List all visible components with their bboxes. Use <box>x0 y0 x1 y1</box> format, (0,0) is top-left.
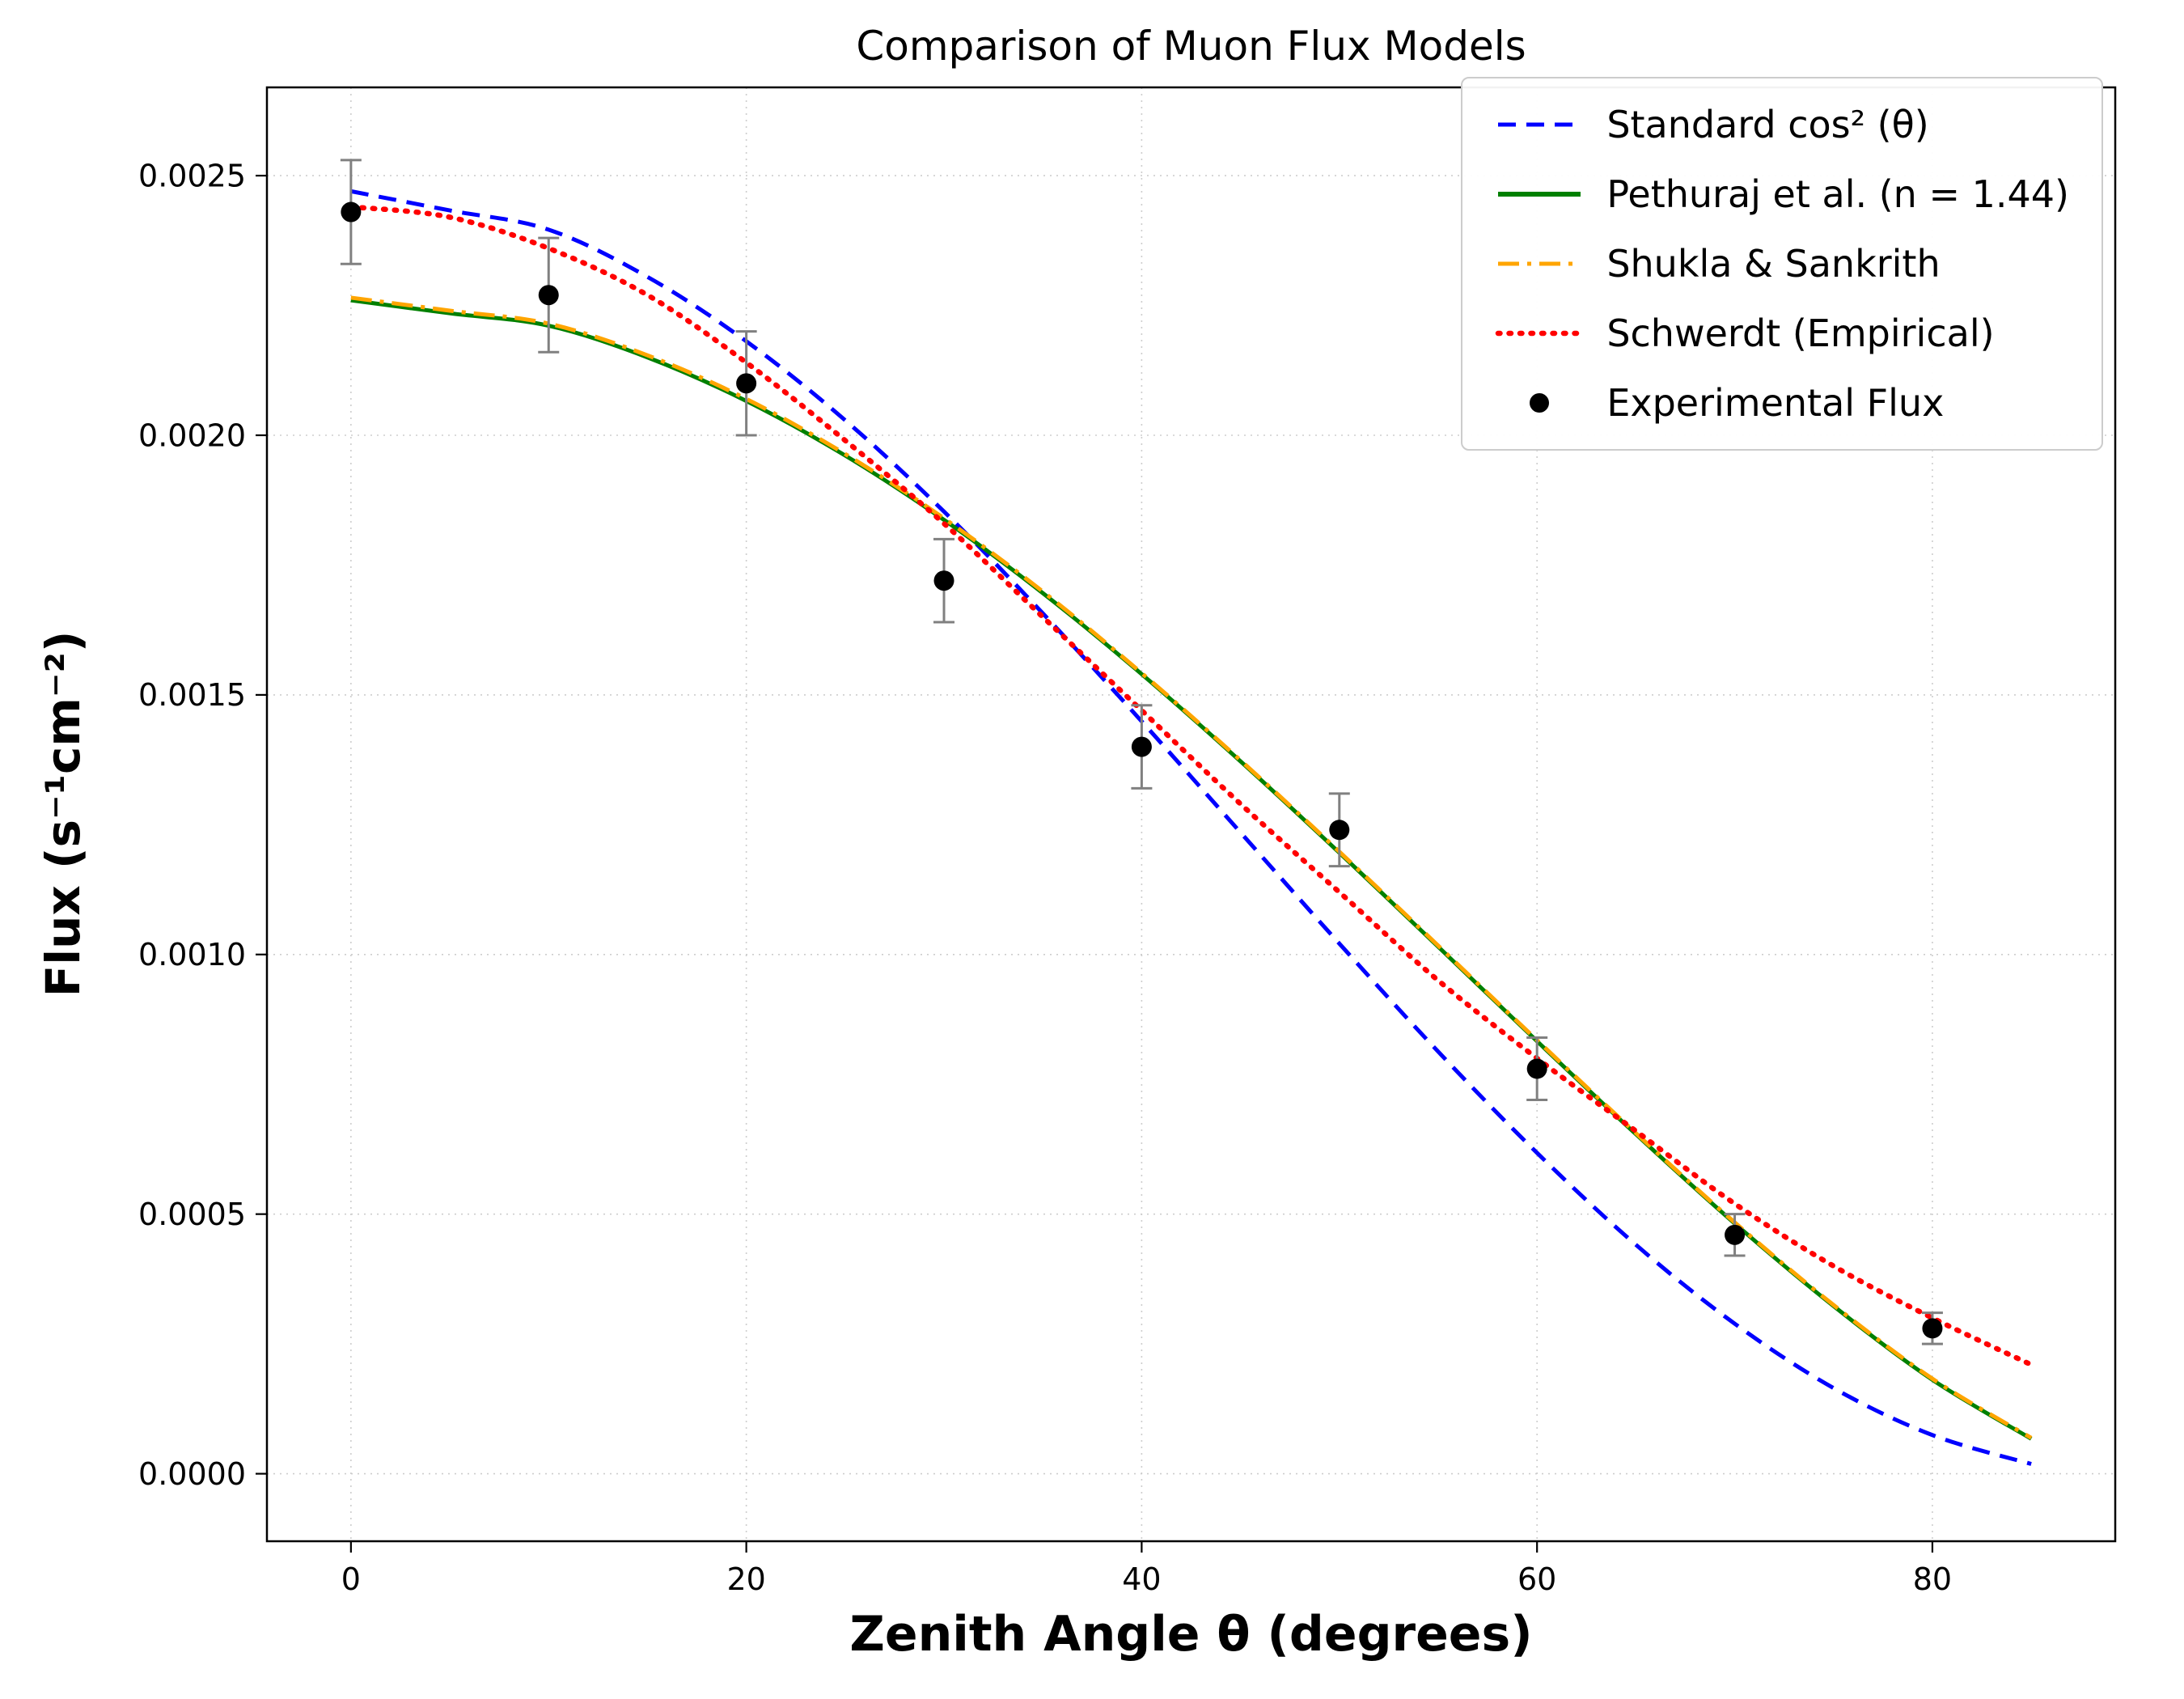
y-tick-label: 0.0020 <box>138 417 246 453</box>
legend-label: Pethuraj et al. (n = 1.44) <box>1606 172 2069 216</box>
legend-item-experimental: Experimental Flux <box>1495 381 2069 425</box>
y-tick-label: 0.0000 <box>138 1456 246 1492</box>
x-tick-label: 20 <box>726 1561 765 1597</box>
data-point <box>1725 1224 1746 1245</box>
chart-title: Comparison of Muon Flux Models <box>856 23 1526 70</box>
data-point <box>736 373 757 394</box>
x-tick-label: 0 <box>341 1561 361 1597</box>
legend-item-schwerdt: Schwerdt (Empirical) <box>1495 311 2069 355</box>
y-tick-label: 0.0010 <box>138 937 246 972</box>
legend-label: Standard cos² (θ) <box>1606 103 1929 146</box>
legend-label: Shukla & Sankrith <box>1606 242 1941 286</box>
data-point <box>1131 736 1152 757</box>
x-tick-label: 60 <box>1517 1561 1556 1597</box>
legend-label: Schwerdt (Empirical) <box>1606 311 1995 355</box>
legend: Standard cos² (θ) Pethuraj et al. (n = 1… <box>1461 77 2103 451</box>
data-point <box>933 570 954 591</box>
marker-sample-icon <box>1495 391 1584 415</box>
dashed-line-sample-icon <box>1495 112 1584 137</box>
legend-label: Experimental Flux <box>1606 381 1945 425</box>
data-point <box>1329 820 1350 841</box>
x-tick-label: 80 <box>1913 1561 1952 1597</box>
y-tick-label: 0.0015 <box>138 677 246 713</box>
data-point <box>1922 1318 1943 1339</box>
series-line-2 <box>350 295 2033 1440</box>
legend-item-pethuraj: Pethuraj et al. (n = 1.44) <box>1495 172 2069 216</box>
y-tick-label: 0.0025 <box>138 158 246 193</box>
y-axis-label: Flux (s⁻¹cm⁻²) <box>36 630 91 998</box>
data-point <box>1526 1058 1547 1079</box>
x-tick-label: 40 <box>1122 1561 1161 1597</box>
legend-item-standard-cos2: Standard cos² (θ) <box>1495 103 2069 146</box>
axes-frame <box>265 86 2117 1543</box>
dashdot-line-sample-icon <box>1495 252 1584 276</box>
legend-item-shukla: Shukla & Sankrith <box>1495 242 2069 286</box>
series-line-1 <box>350 298 2033 1441</box>
series-line-3 <box>348 204 2034 1368</box>
solid-line-sample-icon <box>1495 182 1584 206</box>
series-line-0 <box>350 189 2032 1466</box>
data-point <box>341 201 362 222</box>
data-point <box>538 285 559 306</box>
dotted-line-sample-icon <box>1495 321 1584 345</box>
y-tick-label: 0.0005 <box>138 1197 246 1232</box>
x-axis-label: Zenith Angle θ (degrees) <box>849 1606 1533 1663</box>
